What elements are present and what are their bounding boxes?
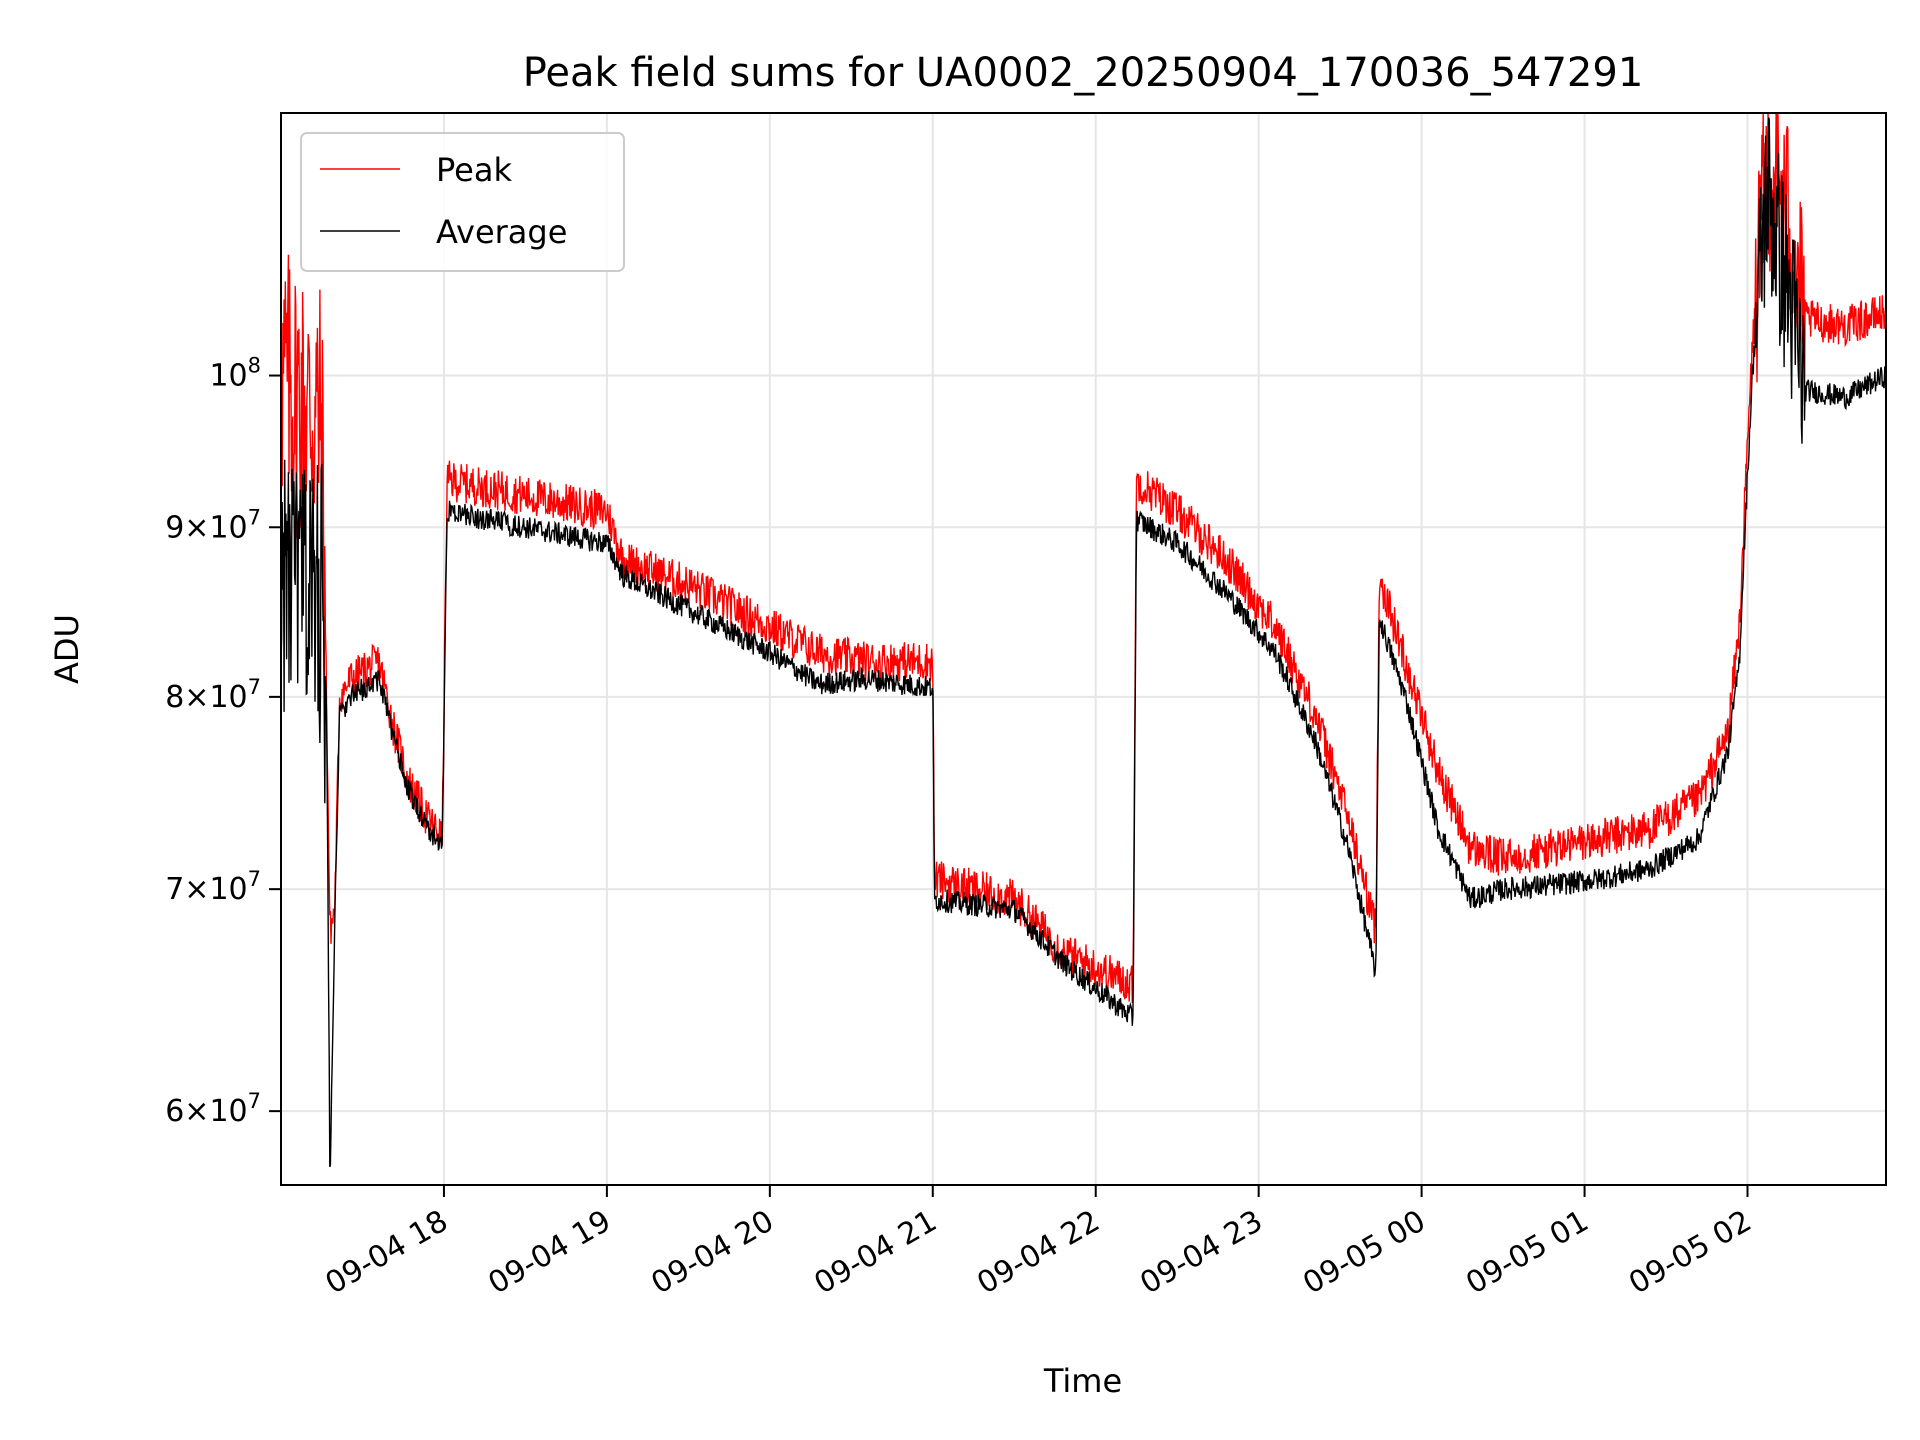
legend-label-peak: Peak: [436, 151, 512, 189]
plot-frame: [280, 112, 1887, 1186]
y-tick-label: 8×107: [165, 675, 261, 715]
legend: Peak Average: [300, 132, 625, 272]
y-axis: 6×107 7×107 8×107 9×107 108: [165, 354, 281, 1129]
y-axis-label: ADU: [48, 614, 86, 684]
y-tick-label: 6×107: [165, 1089, 261, 1129]
legend-label-average: Average: [436, 213, 567, 251]
y-tick-label: 9×107: [165, 505, 261, 545]
y-tick-label: 108: [209, 354, 261, 394]
legend-box: [300, 132, 625, 272]
series-layer: [280, 112, 1887, 1168]
x-axis-label: Time: [1043, 1362, 1122, 1400]
series-line-average: [280, 117, 1887, 1168]
chart-title: Peak field sums for UA0002_20250904_1700…: [523, 50, 1644, 96]
grid: [281, 113, 1886, 1185]
y-tick-label: 7×107: [165, 867, 261, 907]
